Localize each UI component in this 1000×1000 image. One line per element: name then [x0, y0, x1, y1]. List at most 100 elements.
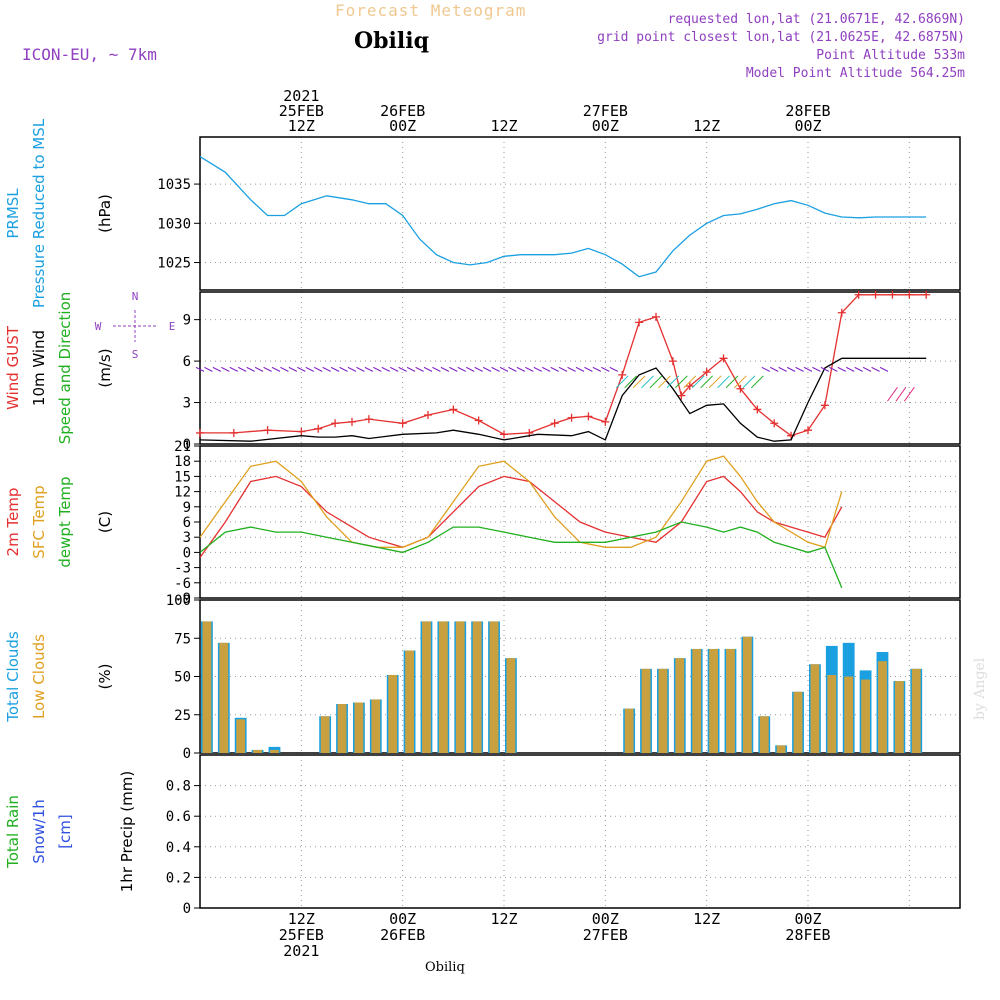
- y-tick-label: 25: [174, 708, 191, 724]
- gust-marker: [753, 405, 762, 414]
- top-tick-label: 12Z: [288, 117, 315, 135]
- low-cloud-bar: [827, 674, 837, 753]
- y-tick-label: 75: [174, 631, 191, 647]
- low-cloud-bar: [878, 661, 887, 753]
- gust-marker: [297, 427, 306, 436]
- wind-arrow: [229, 366, 239, 372]
- gust-marker: [871, 290, 880, 299]
- top-tick-label: 2021: [283, 87, 319, 105]
- low-cloud-bar: [337, 704, 347, 753]
- bottom-tick-label: 00Z: [389, 910, 416, 928]
- panel-unit: 1hr Precip (mm): [118, 771, 136, 892]
- panel-unit: (m/s): [96, 348, 114, 387]
- wind-arrow: [558, 366, 568, 372]
- gust-marker: [364, 415, 373, 424]
- wind-arrow: [389, 366, 399, 372]
- wind-compass: N S W E: [95, 290, 176, 361]
- wind-arrow: [347, 366, 357, 372]
- gust-marker: [668, 357, 677, 366]
- low-cloud-bar: [726, 648, 735, 753]
- wind-arrow: [221, 366, 230, 372]
- panel-frame: [199, 754, 961, 909]
- wind-arrow: [786, 366, 796, 372]
- wind-arrow: [845, 366, 855, 372]
- low-cloud-bar: [658, 668, 668, 753]
- wind-arrow: [829, 366, 838, 372]
- gust-marker: [770, 419, 779, 428]
- wind-arrow: [734, 375, 747, 389]
- gust-marker: [677, 391, 686, 400]
- panel-precip: 0 0.2 0.4 0.6 0.8 Total Rain Snow/1h [cm] 1hr Pr…: [4, 754, 961, 917]
- wind-arrow: [491, 366, 500, 372]
- wind-arrow: [373, 366, 382, 372]
- wind-arrow: [330, 366, 340, 372]
- wind-arrow: [533, 366, 543, 372]
- wind-arrow: [482, 366, 492, 372]
- wind-arrow: [812, 366, 821, 372]
- y-tick-label: 9: [183, 313, 191, 329]
- wind-arrow: [465, 366, 475, 372]
- credit-label: by Angel: [972, 657, 988, 720]
- wind-arrow: [658, 375, 671, 389]
- wind-arrow: [674, 375, 688, 389]
- gust-marker: [196, 428, 204, 437]
- bottom-tick-label: 12Z: [288, 910, 315, 928]
- gust-marker: [905, 290, 914, 299]
- bottom-tick-label: 00Z: [794, 910, 821, 928]
- wind-arrow: [525, 366, 534, 372]
- wind-arrow: [474, 366, 483, 372]
- wind-arrow: [769, 366, 779, 372]
- wind-arrow: [750, 375, 764, 389]
- wind-arrow: [742, 375, 756, 389]
- low-cloud-bar: [219, 642, 229, 753]
- wind-arrow: [567, 366, 576, 372]
- wind-arrow: [837, 366, 847, 372]
- wind-arrow: [305, 366, 315, 372]
- low-cloud-bar: [236, 719, 246, 753]
- panel-frame: [199, 599, 961, 754]
- gust-marker: [449, 405, 458, 414]
- wind-arrow: [204, 366, 213, 372]
- low-cloud-bar: [202, 621, 212, 753]
- wind-arrow: [423, 366, 433, 372]
- wind-arrow: [624, 375, 638, 389]
- low-cloud-bar: [489, 621, 499, 753]
- wind-arrow: [313, 366, 323, 372]
- wind-arrow: [263, 366, 272, 372]
- wind-arrow: [508, 366, 517, 372]
- y-tick-label: 1035: [157, 177, 191, 193]
- low-cloud-bar: [438, 621, 448, 753]
- wind-arrow: [297, 366, 306, 372]
- compass-s: S: [132, 348, 139, 361]
- top-tick-label: 25FEB: [279, 102, 324, 120]
- gust-marker: [652, 312, 660, 321]
- point-altitude: Point Altitude 533m: [816, 48, 965, 63]
- y-tick-label: 21: [174, 439, 191, 455]
- wind-arrow: [666, 375, 680, 389]
- y-tick-label: 0.4: [166, 840, 191, 856]
- compass-w: W: [95, 320, 102, 333]
- wind-arrow: [632, 375, 646, 389]
- wind-arrow: [725, 375, 739, 389]
- wind-arrow: [550, 366, 559, 372]
- model-label: ICON-EU, ~ 7km: [22, 45, 157, 64]
- y-tick-label: -3: [174, 561, 191, 577]
- footer-location: Obiliq: [425, 960, 465, 975]
- panel-label: PRMSL: [4, 188, 22, 239]
- bottom-tick-label: 25FEB: [279, 926, 324, 944]
- gust-marker: [837, 308, 846, 317]
- top-tick-label: 12Z: [693, 117, 720, 135]
- wind-arrow: [778, 366, 787, 372]
- gust-marker: [584, 412, 593, 421]
- wind-arrow: [271, 366, 281, 372]
- wind-arrow: [541, 366, 551, 372]
- series-line: [199, 521, 843, 589]
- gust-marker: [398, 419, 407, 428]
- panel-label: [cm]: [56, 814, 74, 849]
- wind-arrow: [381, 366, 391, 372]
- low-cloud-bar: [624, 708, 634, 753]
- wind-arrow: [288, 366, 298, 372]
